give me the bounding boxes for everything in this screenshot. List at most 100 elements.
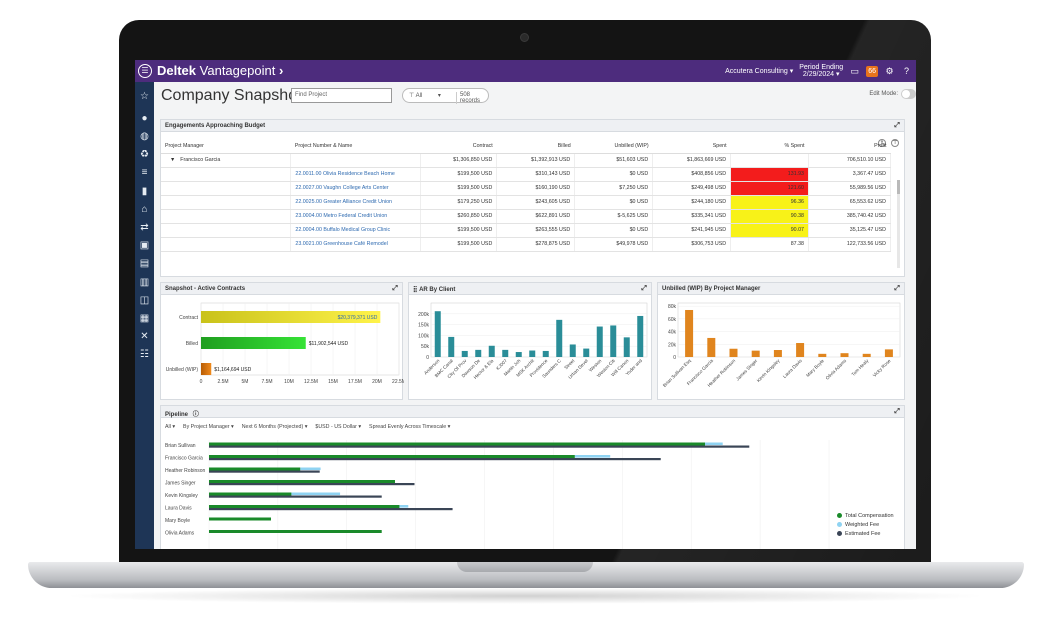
bar-contract[interactable] xyxy=(201,311,381,323)
col-pct-spent[interactable]: % Spent xyxy=(730,140,809,154)
bar-weighted-fee[interactable] xyxy=(574,455,611,458)
bar[interactable] xyxy=(569,344,576,357)
bar[interactable] xyxy=(515,352,522,357)
table-row[interactable]: 22.0027.00 Vaughn College Arts Center $19… xyxy=(161,181,891,196)
table-group-row[interactable]: ▼ Francisco Garcia $1,306,850 USD $1,392,91… xyxy=(161,153,891,168)
filter-icon[interactable]: ⊤ xyxy=(891,139,899,147)
project-link[interactable]: 22.0025.00 Greater Alliance Credit Union xyxy=(290,195,422,210)
col-contract[interactable]: Contract xyxy=(420,140,497,154)
bar-estimated-fee[interactable] xyxy=(209,508,453,511)
bar[interactable] xyxy=(862,353,871,357)
bar[interactable] xyxy=(596,326,603,357)
bar[interactable] xyxy=(556,319,563,357)
table-row[interactable]: 22.0004.00 Buffalo Medical Group Clinic $… xyxy=(161,223,891,238)
pipeline-filter-spread[interactable]: Spread Evenly Across Timescale ▾ xyxy=(369,424,451,430)
info-icon[interactable]: ⓘ xyxy=(192,412,199,418)
col-profit[interactable]: Profit xyxy=(808,140,891,154)
legend-weighted[interactable]: Weighted Fee xyxy=(837,520,894,529)
period-selector[interactable]: Period Ending 2/29/2024 ▾ xyxy=(799,64,844,78)
bar[interactable] xyxy=(751,350,760,357)
bar-estimated-fee[interactable] xyxy=(209,470,320,473)
bar[interactable] xyxy=(448,336,455,357)
legend-total[interactable]: Total Compensation xyxy=(837,511,894,520)
transfer-icon[interactable]: ⇄ xyxy=(140,222,149,233)
project-link[interactable]: 23.0004.00 Metro Federal Credit Union xyxy=(290,209,422,224)
expand-icon[interactable]: ⤢ xyxy=(894,122,900,129)
bar[interactable] xyxy=(488,345,495,357)
recycle-icon[interactable]: ♻ xyxy=(140,149,149,160)
bar-total-compensation[interactable] xyxy=(209,467,301,471)
bar-total-compensation[interactable] xyxy=(209,517,271,521)
table-row[interactable]: 22.0025.00 Greater Alliance Credit Union… xyxy=(161,195,891,210)
pipeline-filter-grouping[interactable]: By Project Manager ▾ xyxy=(183,424,234,430)
bar-total-compensation[interactable] xyxy=(209,505,400,508)
sliders-icon[interactable]: ☷ xyxy=(140,349,149,360)
col-billed[interactable]: Billed xyxy=(496,140,575,154)
bar[interactable] xyxy=(840,353,849,357)
building-icon[interactable]: ▥ xyxy=(139,277,150,288)
chat-icon[interactable]: ▭ xyxy=(850,65,859,76)
bar[interactable] xyxy=(796,343,805,357)
bar-estimated-fee[interactable] xyxy=(209,495,382,498)
bar-estimated-fee[interactable] xyxy=(209,483,415,486)
star-icon[interactable]: ☆ xyxy=(140,91,149,102)
document-icon[interactable]: ▤ xyxy=(139,258,150,269)
expand-icon[interactable]: ⤢ xyxy=(641,285,647,292)
pipeline-filter-period[interactable]: Next 6 Months (Projected) ▾ xyxy=(241,424,308,430)
bar[interactable] xyxy=(610,325,617,357)
bar[interactable] xyxy=(461,350,468,357)
project-link[interactable]: 22.0004.00 Buffalo Medical Group Clinic xyxy=(290,223,422,238)
bar[interactable] xyxy=(884,349,893,357)
bar-chart-icon[interactable]: ▮ xyxy=(141,186,148,197)
bar[interactable] xyxy=(583,348,590,357)
calculator-icon[interactable]: ▦ xyxy=(139,313,150,324)
bar-total-compensation[interactable] xyxy=(209,480,395,483)
col-spent[interactable]: Spent xyxy=(652,140,731,154)
project-link[interactable]: 22.0027.00 Vaughn College Arts Center xyxy=(290,181,422,196)
table-row[interactable]: 23.0021.00 Greenhouse Café Remodel $199,5… xyxy=(161,237,891,252)
bar-weighted-fee[interactable] xyxy=(300,467,321,471)
bar[interactable] xyxy=(637,315,644,357)
hamburger-menu-icon[interactable]: ☰ xyxy=(138,64,152,78)
bar-weighted-fee[interactable] xyxy=(705,442,723,446)
bar[interactable] xyxy=(475,349,482,357)
expand-icon[interactable]: ⤢ xyxy=(894,285,900,292)
bar-total-compensation[interactable] xyxy=(209,492,292,496)
bar-total-compensation[interactable] xyxy=(209,530,382,533)
expand-icon[interactable]: ⤢ xyxy=(894,408,900,415)
legend-estimated[interactable]: Estimated Fee xyxy=(837,529,894,538)
bar[interactable] xyxy=(685,309,694,357)
table-scrollbar[interactable] xyxy=(897,180,900,268)
bar-weighted-fee[interactable] xyxy=(399,505,409,508)
bar[interactable] xyxy=(434,311,441,357)
bar-billed[interactable] xyxy=(201,337,306,349)
col-unbilled[interactable]: Unbilled (WIP) xyxy=(574,140,653,154)
bar[interactable] xyxy=(623,337,630,357)
user-icon[interactable]: ● xyxy=(141,113,148,124)
project-link[interactable]: 23.0021.00 Greenhouse Café Remodel xyxy=(290,237,422,252)
find-project-input[interactable]: Find Project xyxy=(291,88,392,103)
company-selector[interactable]: Accutera Consulting ▾ xyxy=(725,68,794,75)
bar-estimated-fee[interactable] xyxy=(209,445,750,448)
bar-total-compensation[interactable] xyxy=(209,442,705,446)
bar[interactable] xyxy=(729,348,738,357)
notification-badge[interactable]: 66 xyxy=(866,65,878,77)
gantt-icon[interactable]: ≡ xyxy=(141,167,148,178)
gear-icon[interactable]: ⚙ xyxy=(885,65,894,76)
bar[interactable] xyxy=(529,350,536,357)
help-icon[interactable]: ? xyxy=(903,65,909,76)
bar[interactable] xyxy=(773,350,782,357)
edit-mode-toggle[interactable] xyxy=(901,89,916,99)
pipeline-filter-currency[interactable]: $USD - US Dollar ▾ xyxy=(315,424,362,430)
tools-icon[interactable]: ✕ xyxy=(140,331,149,342)
bar[interactable] xyxy=(707,337,716,357)
project-link[interactable]: 22.0011.00 Olivia Residence Beach Home xyxy=(290,167,422,182)
group-manager[interactable]: ▼ Francisco Garcia xyxy=(161,153,292,168)
bank-icon[interactable]: ⌂ xyxy=(141,204,148,215)
bar-estimated-fee[interactable] xyxy=(209,458,661,461)
table-row[interactable]: 22.0011.00 Olivia Residence Beach Home $1… xyxy=(161,167,891,182)
pipeline-filter-all[interactable]: All ▾ xyxy=(165,424,176,430)
bar[interactable] xyxy=(818,353,827,357)
brand-logo[interactable]: Deltek Vantagepoint › xyxy=(157,63,283,78)
bar-weighted-fee[interactable] xyxy=(291,492,341,496)
